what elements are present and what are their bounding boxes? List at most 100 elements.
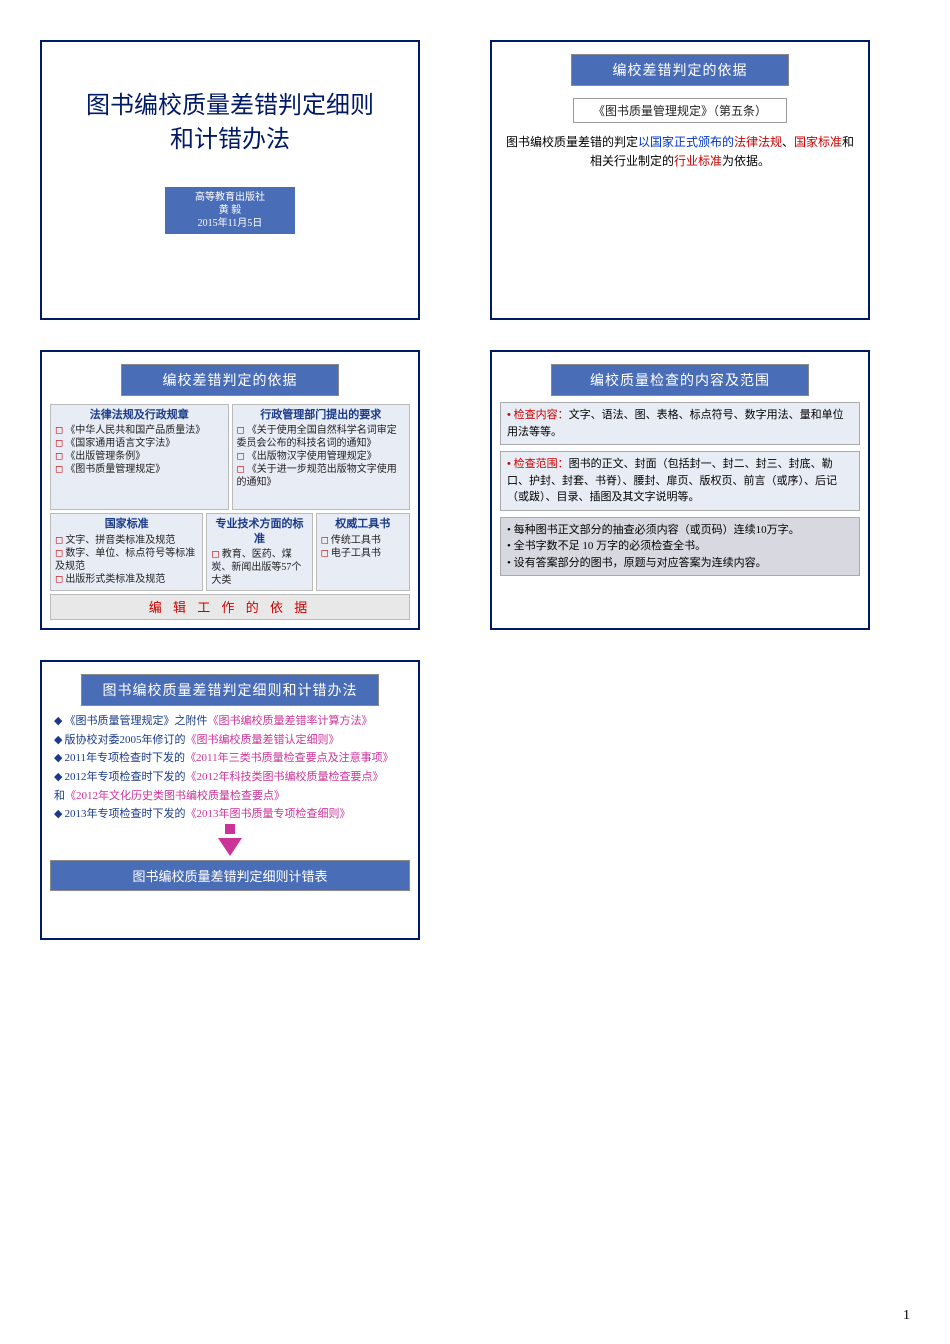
- p: 2013年专项检查时下发的: [64, 808, 185, 820]
- t2: 以国家正式颁布的: [638, 135, 734, 149]
- date: 2015年11月5日: [175, 217, 285, 230]
- slide2-subtitle: 《图书质量管理规定》（第五条）: [573, 98, 787, 123]
- t4: 、: [782, 135, 794, 149]
- arrow-stem-icon: [225, 824, 235, 834]
- bullet-icon: ◻: [55, 438, 63, 449]
- p: 版协校对委2005年修订的: [64, 734, 185, 746]
- footer-text: 编 辑 工 作 的 依 据: [149, 600, 312, 615]
- k: 《图书编校质量差错率计算方法》: [207, 715, 372, 727]
- bullet-icon: ◻: [55, 548, 63, 559]
- slide4-banner: 编校质量检查的内容及范围: [551, 364, 809, 396]
- box-pro-std: 专业技术方面的标准 ◻教育、医药、煤炭、新闻出版等57个大类: [206, 513, 312, 591]
- slide1-info-box: 高等教育出版社 黄 毅 2015年11月5日: [165, 187, 295, 234]
- slide-3: 编校差错判定的依据 法律法规及行政规章 ◻《中华人民共和国产品质量法》 ◻《国家…: [40, 350, 420, 630]
- bullet-icon: ◻: [321, 548, 329, 559]
- box-ref: 权威工具书 ◻传统工具书 ◻电子工具书: [316, 513, 410, 591]
- r: 每种图书正文部分的抽查必须内容（或页码）连续10万字。: [514, 524, 800, 536]
- i: 《出版管理条例》: [65, 451, 145, 462]
- bullet-icon: ◻: [321, 535, 329, 546]
- slide2-banner: 编校差错判定的依据: [571, 54, 789, 86]
- t8: 为依据。: [722, 154, 770, 168]
- box3-title: 国家标准: [55, 517, 198, 531]
- box-national-std: 国家标准 ◻文字、拼音类标准及规范 ◻数字、单位、标点符号等标准及规范 ◻出版形…: [50, 513, 203, 591]
- bullet-icon: ◻: [55, 451, 63, 462]
- bullet-icon: ◻: [55, 464, 63, 475]
- slide3-grid-top: 法律法规及行政规章 ◻《中华人民共和国产品质量法》 ◻《国家通用语言文字法》 ◻…: [50, 404, 410, 510]
- k: 《2012年科技类图书编校质量检查要点》: [185, 771, 383, 783]
- slide3-banner: 编校差错判定的依据: [121, 364, 339, 396]
- k: 《2011年三类书质量检查要点及注意事项》: [185, 752, 394, 764]
- k: 《图书编校质量差错认定细则》: [185, 734, 339, 746]
- i: 电子工具书: [331, 548, 381, 559]
- dot-icon: •: [507, 540, 514, 552]
- slide5-list: ◆《图书质量管理规定》之附件《图书编校质量差错率计算方法》 ◆版协校对委2005…: [50, 712, 410, 824]
- slide5-banner: 图书编校质量差错判定细则和计错办法: [81, 674, 379, 706]
- k: 《2013年图书质量专项检查细则》: [185, 808, 350, 820]
- diamond-icon: ◆: [54, 808, 62, 820]
- p: 2012年专项检查时下发的: [64, 771, 185, 783]
- slide4-content-box: • 检查内容：文字、语法、图、表格、标点符号、数字用法、量和单位用法等等。: [500, 402, 860, 445]
- bullet-icon: ◻: [211, 549, 219, 560]
- t3: 法律法规: [734, 135, 782, 149]
- slide-4: 编校质量检查的内容及范围 • 检查内容：文字、语法、图、表格、标点符号、数字用法…: [490, 350, 870, 630]
- i: 数字、单位、标点符号等标准及规范: [55, 548, 195, 572]
- slide3-footer: 编 辑 工 作 的 依 据: [50, 594, 410, 620]
- slide-1: 图书编校质量差错判定细则 和计错办法 高等教育出版社 黄 毅 2015年11月5…: [40, 40, 420, 320]
- arrow-down-icon: [218, 838, 242, 856]
- bullet-icon: ◻: [237, 425, 245, 436]
- box-admin: 行政管理部门提出的要求 ◻《关于使用全国自然科学名词审定委员会公布的科技名词的通…: [232, 404, 411, 510]
- box1-title: 法律法规及行政规章: [55, 408, 224, 422]
- bullet-icon: ◻: [55, 425, 63, 436]
- dot-icon: •: [507, 409, 514, 421]
- i: 教育、医药、煤炭、新闻出版等57个大类: [211, 549, 301, 586]
- i: 《图书质量管理规定》: [65, 464, 165, 475]
- slide3-grid-bottom: 国家标准 ◻文字、拼音类标准及规范 ◻数字、单位、标点符号等标准及规范 ◻出版形…: [50, 513, 410, 591]
- slide1-title: 图书编校质量差错判定细则 和计错办法: [50, 90, 410, 157]
- pp: 和: [54, 790, 65, 802]
- diamond-icon: ◆: [54, 771, 62, 783]
- i: 《关于进一步规范出版物文字使用的通知》: [237, 464, 397, 488]
- diamond-icon: ◆: [54, 715, 62, 727]
- dot-icon: •: [507, 458, 514, 470]
- i: 传统工具书: [331, 535, 381, 546]
- i: 《出版物汉字使用管理规定》: [247, 451, 377, 462]
- t5: 国家标准: [794, 135, 842, 149]
- t7: 行业标准: [674, 154, 722, 168]
- slide4-scope-box: • 检查范围：图书的正文、封面（包括封一、封二、封三、封底、勒口、护封、封套、书…: [500, 451, 860, 511]
- box2-title: 行政管理部门提出的要求: [237, 408, 406, 422]
- box5-title: 权威工具书: [321, 517, 405, 531]
- i: 《关于使用全国自然科学名词审定委员会公布的科技名词的通知》: [237, 425, 397, 449]
- title-line2: 和计错办法: [50, 124, 410, 158]
- dot-icon: •: [507, 524, 514, 536]
- p: 2011年专项检查时下发的: [64, 752, 185, 764]
- i: 《国家通用语言文字法》: [65, 438, 175, 449]
- slide-5: 图书编校质量差错判定细则和计错办法 ◆《图书质量管理规定》之附件《图书编校质量差…: [40, 660, 420, 940]
- diamond-icon: ◆: [54, 752, 62, 764]
- box-laws: 法律法规及行政规章 ◻《中华人民共和国产品质量法》 ◻《国家通用语言文字法》 ◻…: [50, 404, 229, 510]
- i: 出版形式类标准及规范: [65, 574, 165, 585]
- slide2-body: 图书编校质量差错的判定以国家正式颁布的法律法规、国家标准和相关行业制定的行业标准…: [500, 133, 860, 171]
- t1: 图书编校质量差错的判定: [506, 135, 638, 149]
- i: 《中华人民共和国产品质量法》: [65, 425, 205, 436]
- p: 《图书质量管理规定》之附件: [64, 715, 207, 727]
- author: 黄 毅: [175, 204, 285, 217]
- slide-2: 编校差错判定的依据 《图书质量管理规定》（第五条） 图书编校质量差错的判定以国家…: [490, 40, 870, 320]
- page-number: 1: [903, 1308, 910, 1324]
- i: 文字、拼音类标准及规范: [65, 535, 175, 546]
- bullet-icon: ◻: [55, 574, 63, 585]
- slide4-rules-box: • 每种图书正文部分的抽查必须内容（或页码）连续10万字。 • 全书字数不足 1…: [500, 517, 860, 577]
- r: 设有答案部分的图书，原题与对应答案为连续内容。: [514, 557, 767, 569]
- box4-title: 专业技术方面的标准: [211, 517, 307, 546]
- bullet-icon: ◻: [237, 464, 245, 475]
- slide5-result-box: 图书编校质量差错判定细则计错表: [50, 860, 410, 891]
- bullet-icon: ◻: [237, 451, 245, 462]
- title-line1: 图书编校质量差错判定细则: [50, 90, 410, 124]
- label: 检查内容：: [514, 409, 569, 421]
- slide-grid: 图书编校质量差错判定细则 和计错办法 高等教育出版社 黄 毅 2015年11月5…: [40, 40, 910, 940]
- dot-icon: •: [507, 557, 514, 569]
- r: 全书字数不足 10 万字的必须检查全书。: [514, 540, 707, 552]
- kk: 《2012年文化历史类图书编校质量检查要点》: [65, 790, 285, 802]
- label: 检查范围：: [514, 458, 569, 470]
- bullet-icon: ◻: [55, 535, 63, 546]
- org: 高等教育出版社: [175, 191, 285, 204]
